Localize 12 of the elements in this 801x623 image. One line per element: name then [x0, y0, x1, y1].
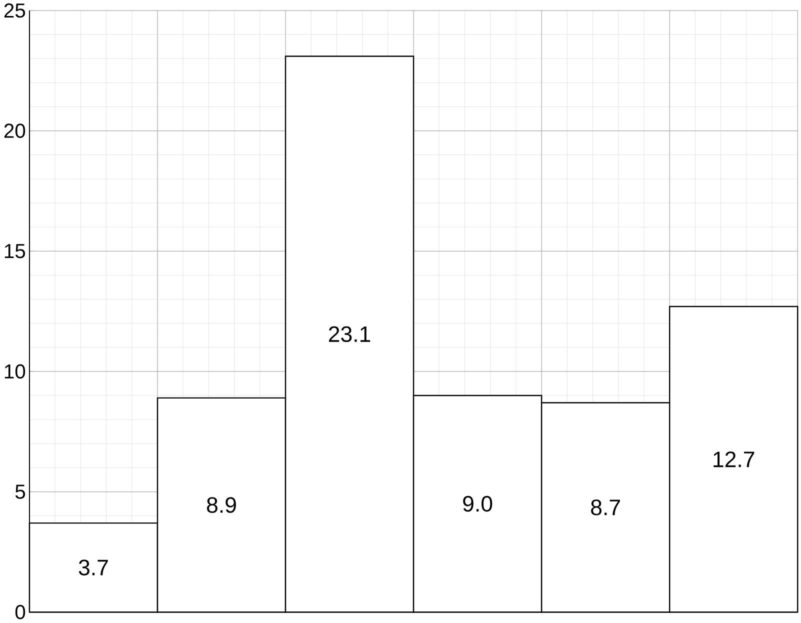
- data-label: 12.7: [714, 452, 754, 468]
- data-label: 8.9: [207, 497, 236, 514]
- y-tick-label: 20: [4, 124, 26, 138]
- y-tick-label: 15: [4, 244, 26, 258]
- data-label: 8.7: [591, 500, 620, 516]
- y-tick-label: 25: [4, 4, 26, 18]
- y-tick-label: 5: [15, 484, 26, 500]
- data-label: 9.0: [463, 496, 492, 512]
- data-label: 3.7: [78, 560, 108, 576]
- y-tick-label: 10: [4, 364, 26, 379]
- data-label: 23.1: [328, 326, 370, 342]
- y-tick-label: 0: [15, 605, 26, 620]
